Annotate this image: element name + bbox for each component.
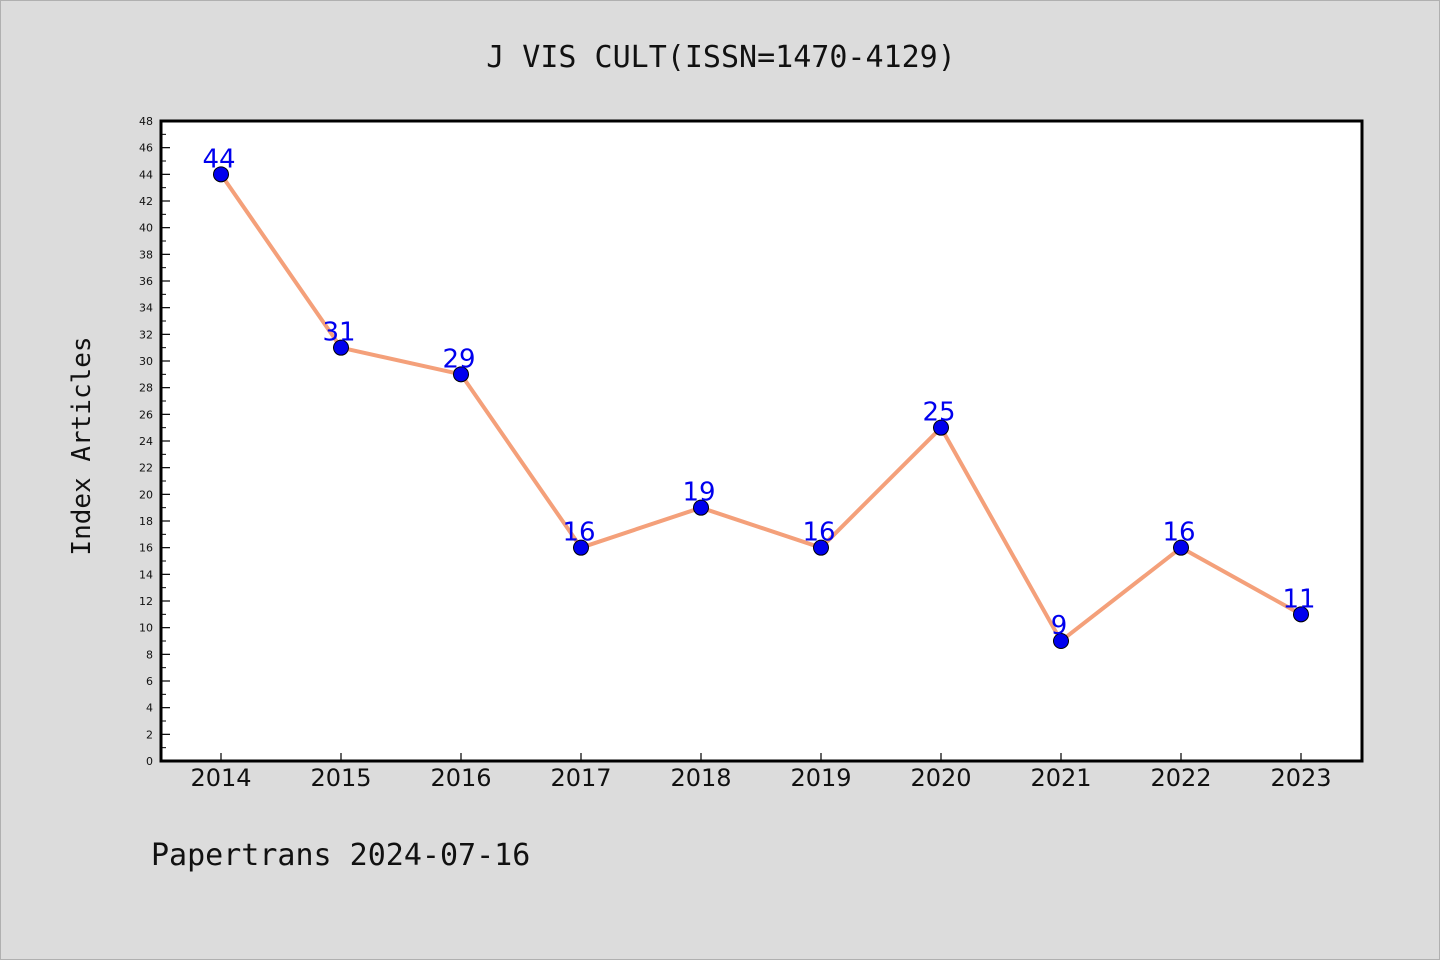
x-axis-ticks: 2014 2015 2016 2017 2018 2019 2020 2021 2022 2023 bbox=[190, 753, 1332, 792]
data-label: 16 bbox=[1162, 518, 1195, 548]
x-tick-label: 2015 bbox=[310, 764, 371, 792]
y-tick-label: 14 bbox=[139, 568, 153, 581]
y-tick-label: 4 bbox=[146, 702, 153, 715]
y-tick-label: 6 bbox=[146, 675, 153, 688]
y-tick-label: 32 bbox=[139, 328, 153, 341]
data-label: 29 bbox=[442, 344, 475, 374]
y-tick-label: 24 bbox=[139, 435, 153, 448]
data-label: 16 bbox=[802, 518, 835, 548]
y-tick-label: 22 bbox=[139, 462, 153, 475]
series-group bbox=[213, 166, 1309, 649]
data-point bbox=[813, 539, 829, 556]
data-point bbox=[213, 166, 229, 183]
x-tick-label: 2022 bbox=[1150, 764, 1211, 792]
data-point bbox=[693, 499, 709, 516]
y-tick-label: 48 bbox=[139, 115, 153, 128]
y-tick-label: 12 bbox=[139, 595, 153, 608]
data-point bbox=[933, 419, 949, 436]
x-tick-label: 2021 bbox=[1030, 764, 1091, 792]
y-tick-label: 34 bbox=[139, 302, 153, 315]
data-label: 11 bbox=[1282, 584, 1315, 614]
data-point bbox=[1173, 539, 1189, 556]
data-point bbox=[573, 539, 589, 556]
y-tick-label: 42 bbox=[139, 195, 153, 208]
data-label: 25 bbox=[922, 398, 955, 428]
y-tick-label: 38 bbox=[139, 248, 153, 261]
y-tick-label: 10 bbox=[139, 622, 153, 635]
data-point bbox=[333, 339, 349, 356]
plot-area bbox=[159, 119, 1364, 763]
x-tick-label: 2019 bbox=[790, 764, 851, 792]
y-axis-ticks: 0246810121416182022242628303234363840424… bbox=[139, 115, 170, 768]
footer-text: Papertrans 2024-07-16 bbox=[151, 838, 530, 873]
y-tick-label: 2 bbox=[146, 728, 153, 741]
x-tick-label: 2014 bbox=[190, 764, 251, 792]
data-label: 16 bbox=[562, 518, 595, 548]
x-tick-label: 2016 bbox=[430, 764, 491, 792]
y-tick-label: 28 bbox=[139, 382, 153, 395]
data-labels-group: 44 31 29 16 19 16 25 9 16 11 bbox=[202, 144, 1315, 641]
data-label: 19 bbox=[682, 478, 715, 508]
y-tick-label: 40 bbox=[139, 222, 153, 235]
series-line bbox=[219, 173, 1302, 643]
x-tick-label: 2020 bbox=[910, 764, 971, 792]
chart-title: J VIS CULT(ISSN=1470-4129) bbox=[486, 40, 956, 75]
data-label: 44 bbox=[202, 144, 235, 174]
y-tick-label: 30 bbox=[139, 355, 153, 368]
x-tick-label: 2018 bbox=[670, 764, 731, 792]
y-tick-label: 46 bbox=[139, 142, 153, 155]
y-axis-label: Index Articles bbox=[67, 336, 97, 555]
y-tick-label: 44 bbox=[139, 168, 153, 181]
y-tick-label: 18 bbox=[139, 515, 153, 528]
data-label: 9 bbox=[1051, 611, 1068, 641]
data-point bbox=[1053, 633, 1069, 649]
y-tick-label: 16 bbox=[139, 542, 153, 555]
data-label: 31 bbox=[322, 318, 355, 348]
y-tick-label: 0 bbox=[146, 755, 153, 768]
x-tick-label: 2017 bbox=[550, 764, 611, 792]
y-tick-label: 8 bbox=[146, 648, 153, 661]
data-point bbox=[453, 366, 469, 383]
y-tick-label: 36 bbox=[139, 275, 153, 288]
x-tick-label: 2023 bbox=[1270, 764, 1331, 792]
data-point bbox=[1293, 606, 1309, 623]
y-tick-label: 20 bbox=[139, 488, 153, 501]
y-tick-label: 26 bbox=[139, 408, 153, 421]
